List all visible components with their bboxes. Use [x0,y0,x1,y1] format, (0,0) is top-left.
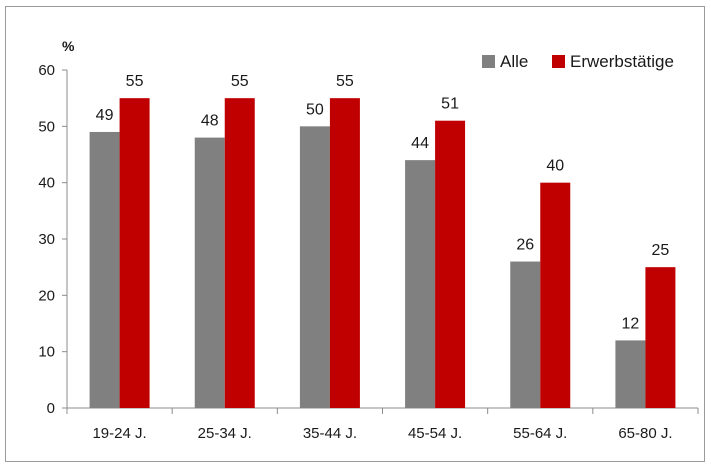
bar-erwerbstaetige [119,98,150,409]
data-label: 12 [622,315,640,332]
x-category-label: 25-34 J. [198,425,252,442]
data-label: 48 [201,113,219,130]
value-labels: 49 55 48 55 50 55 44 51 26 40 12 25 [96,73,670,332]
y-tick-label: 20 [38,287,55,304]
legend-swatch [482,55,495,68]
bar-alle [405,160,436,408]
data-label: 55 [336,73,354,90]
y-axis-unit-label: % [62,38,75,54]
data-label: 51 [441,96,459,113]
bar-alle [615,340,646,408]
x-category-label: 35-44 J. [303,425,357,442]
legend-label: Alle [500,52,528,71]
chart-frame: 0 10 20 30 40 50 60% 19-24 J. 25-34 J. 35-44 J. 45… [5,6,705,462]
data-label: 25 [652,242,670,259]
axes: 0 10 20 30 40 50 60% 19-24 J. 25-34 J. 35-44 J. 45… [38,38,699,442]
legend: Alle Erwerbstätige [482,52,674,71]
data-label: 55 [126,73,144,90]
legend-swatch [552,55,565,68]
data-label: 50 [306,101,324,118]
y-tick-label: 50 [38,118,55,135]
bar-chart: 0 10 20 30 40 50 60% 19-24 J. 25-34 J. 35-44 J. 45… [38,38,699,442]
bar-erwerbstaetige [435,120,466,408]
x-category-label: 19-24 J. [92,425,146,442]
bar-erwerbstaetige [224,98,255,409]
data-label: 26 [516,237,534,254]
data-label: 55 [231,73,249,90]
x-category-label: 65-80 J. [618,425,672,442]
bar-alle [299,126,330,408]
bar-alle [510,261,541,408]
bar-erwerbstaetige [540,182,571,408]
bars [89,98,676,409]
bar-erwerbstaetige [645,267,676,408]
bar-erwerbstaetige [329,98,360,409]
y-tick-label: 60 [38,62,55,79]
y-tick-label: 40 [38,175,55,192]
data-label: 49 [96,107,114,124]
y-tick-label: 10 [38,344,55,361]
data-label: 44 [411,135,429,152]
y-tick-label: 30 [38,231,55,248]
legend-label: Erwerbstätige [570,52,674,71]
x-category-label: 55-64 J. [513,425,567,442]
bar-alle [89,131,120,408]
bar-alle [194,137,225,408]
data-label: 40 [546,158,564,175]
x-category-label: 45-54 J. [408,425,462,442]
y-tick-label: 0 [47,400,55,417]
